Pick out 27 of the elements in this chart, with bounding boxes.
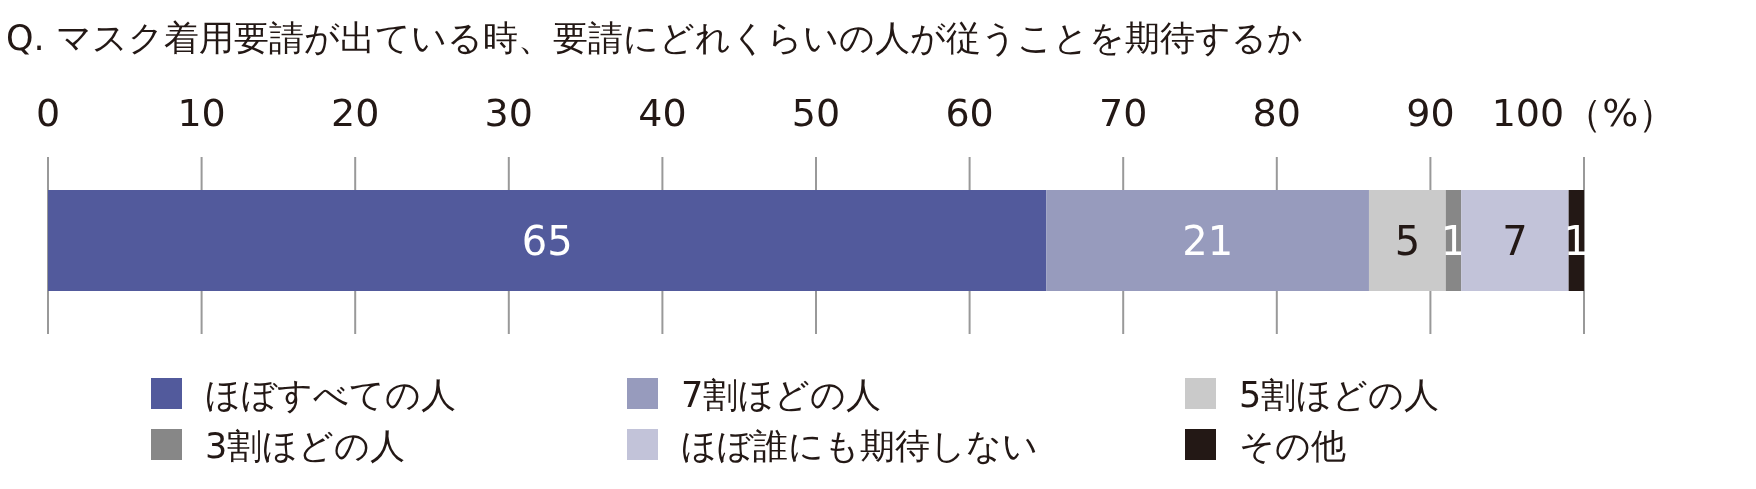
x-tick-label: 10 xyxy=(177,91,226,135)
x-tick-label: 80 xyxy=(1252,91,1301,135)
bar xyxy=(48,190,1047,291)
legend-label: ほぼすべての人 xyxy=(205,375,456,415)
legend-label: 3割ほどの人 xyxy=(205,426,406,466)
bar xyxy=(1368,190,1446,291)
data-label: 21 xyxy=(1182,217,1234,264)
legend-label: 7割ほどの人 xyxy=(681,375,882,415)
x-tick-label: 20 xyxy=(331,91,380,135)
data-label: 65 xyxy=(521,217,573,264)
chart-title: Q. マスク着用要請が出ている時、要請にどれくらいの人が従うことを期待するか xyxy=(6,18,1303,58)
x-tick-label: 40 xyxy=(638,91,687,135)
data-label: 7 xyxy=(1502,217,1528,264)
legend-label: 5割ほどの人 xyxy=(1239,375,1440,415)
data-label: 1 xyxy=(1440,217,1467,264)
legend-label: ほぼ誰にも期待しない xyxy=(681,426,1038,466)
x-tick-label: 30 xyxy=(484,91,533,135)
bar xyxy=(1046,190,1369,291)
bar xyxy=(1461,190,1569,291)
x-tick-label: 70 xyxy=(1099,91,1148,135)
x-tick-label: 60 xyxy=(945,91,994,135)
legend-label: その他 xyxy=(1239,426,1346,466)
x-tick-label: 90 xyxy=(1406,91,1455,135)
x-tick-label: 50 xyxy=(791,91,841,135)
data-label: 5 xyxy=(1394,217,1421,264)
x-tick-label: 0 xyxy=(35,91,61,135)
x-tick-label: 100（%） xyxy=(1491,91,1677,135)
